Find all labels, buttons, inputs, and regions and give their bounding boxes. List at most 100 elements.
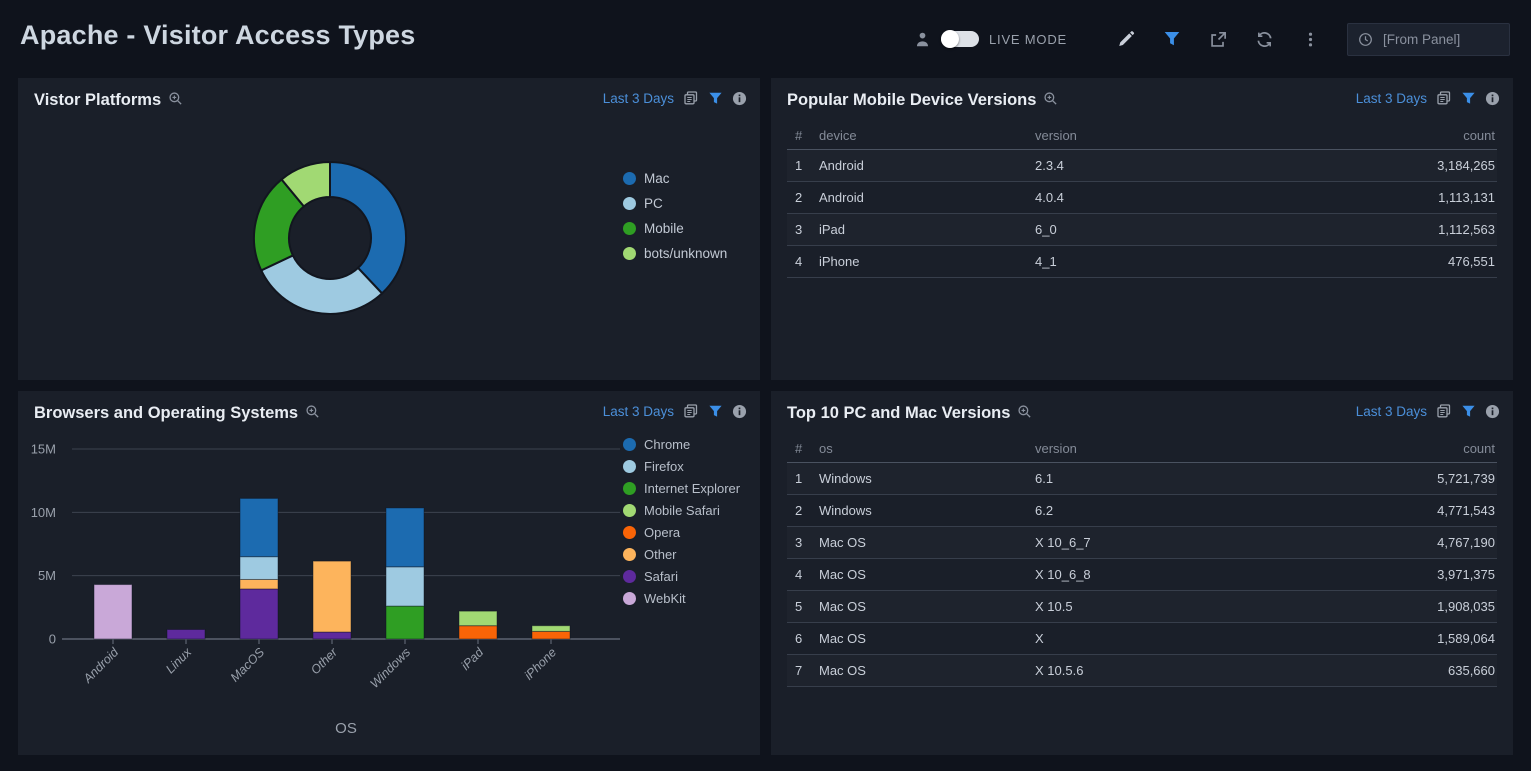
- filter-icon[interactable]: [1159, 26, 1185, 52]
- legend-item: Opera: [623, 521, 740, 543]
- table-cell: 4_1: [1035, 254, 1057, 269]
- bar-segment-iPhone-Mobile Safari: [531, 625, 571, 632]
- share-icon[interactable]: [1205, 26, 1231, 52]
- zoom-in-icon[interactable]: [168, 91, 183, 111]
- table-cell: iPad: [819, 222, 846, 237]
- info-icon[interactable]: [732, 404, 747, 419]
- y-axis-tick-label: 5M: [38, 568, 56, 583]
- table-cell: 6_0: [1035, 222, 1057, 237]
- mobile-device-versions-table: # device version count 1 Android 2.3.4 3,184,26…: [787, 122, 1497, 278]
- clock-icon: [1358, 32, 1373, 47]
- table-cell: 4.0.4: [1035, 190, 1064, 205]
- zoom-in-icon[interactable]: [1043, 91, 1058, 111]
- column-header: #: [795, 441, 803, 456]
- table-row: 5 Mac OS X 10.5 1,908,035: [787, 591, 1497, 623]
- legend-item: bots/unknown: [623, 241, 727, 266]
- table-row: 1 Windows 6.1 5,721,739: [787, 463, 1497, 495]
- duplicate-icon[interactable]: [683, 90, 699, 106]
- panel-time-range[interactable]: Last 3 Days: [1355, 403, 1427, 419]
- legend-swatch: [623, 503, 636, 517]
- info-icon[interactable]: [1485, 404, 1500, 419]
- bar-segment-MacOS-Other: [239, 578, 279, 590]
- dashboard-title: Apache - Visitor Access Types: [20, 20, 416, 50]
- bar-segment-MacOS-Firefox: [239, 556, 279, 580]
- table-cell: X 10_6_8: [1035, 567, 1091, 582]
- legend-item: Firefox: [623, 455, 740, 477]
- refresh-icon[interactable]: [1251, 26, 1277, 52]
- x-axis-title: OS: [335, 720, 357, 737]
- table-cell: 1: [795, 471, 803, 486]
- table-cell: 1,589,064: [1437, 631, 1495, 646]
- edit-pencil-icon[interactable]: [1113, 26, 1139, 52]
- table-cell: X 10.5: [1035, 599, 1073, 614]
- duplicate-icon[interactable]: [1436, 403, 1452, 419]
- panel-browsers-and-os: Browsers and Operating Systems Last 3 Da…: [18, 391, 760, 755]
- legend-swatch: [623, 247, 636, 260]
- zoom-in-icon[interactable]: [305, 404, 320, 424]
- panel-filter-icon[interactable]: [708, 404, 723, 419]
- bar-segment-Linux-Safari: [166, 629, 206, 640]
- table-cell: 2: [795, 503, 803, 518]
- table-cell: 6.2: [1035, 503, 1054, 518]
- panel-title: Popular Mobile Device Versions: [787, 90, 1037, 109]
- x-axis-category-label: Android: [80, 644, 122, 686]
- table-cell: Android: [819, 158, 864, 173]
- duplicate-icon[interactable]: [1436, 90, 1452, 106]
- panel-time-range[interactable]: Last 3 Days: [602, 90, 674, 106]
- panel-filter-icon[interactable]: [1461, 404, 1476, 419]
- bar-segment-iPhone-Opera: [531, 630, 571, 640]
- live-mode-group: LIVE MODE: [909, 26, 1089, 52]
- browsers-os-bar-chart: 0 5M 10M 15M Android Linux MacOS Other Windows iP…: [31, 442, 620, 737]
- visitor-platforms-donut-chart: [253, 160, 407, 315]
- table-cell: 4,767,190: [1437, 535, 1495, 550]
- more-options-kebab-icon[interactable]: [1297, 26, 1323, 52]
- column-header: count: [1463, 441, 1495, 456]
- panel-title: Top 10 PC and Mac Versions: [787, 403, 1011, 422]
- panel-time-range[interactable]: Last 3 Days: [1355, 90, 1427, 106]
- legend-swatch: [623, 459, 636, 473]
- legend-label: Mac: [644, 171, 670, 186]
- bar-segment-Windows-Chrome: [385, 507, 425, 568]
- donut-segment-bots/unknown: [280, 160, 331, 208]
- x-axis-category-label: Other: [308, 645, 341, 678]
- legend-label: Opera: [644, 524, 681, 540]
- bar-segment-MacOS-Safari: [239, 588, 279, 640]
- legend-swatch: [623, 569, 636, 583]
- panel-filter-icon[interactable]: [1461, 91, 1476, 106]
- bar-segment-iPad-Opera: [458, 625, 498, 640]
- zoom-in-icon[interactable]: [1017, 404, 1032, 424]
- panel-popular-mobile-device-versions: Popular Mobile Device Versions Last 3 Da…: [771, 78, 1513, 380]
- table-cell: Windows: [819, 503, 872, 518]
- table-cell: 1,908,035: [1437, 599, 1495, 614]
- table-row: 2 Windows 6.2 4,771,543: [787, 495, 1497, 527]
- legend-item: Other: [623, 543, 740, 565]
- legend-item: PC: [623, 191, 727, 216]
- duplicate-icon[interactable]: [683, 403, 699, 419]
- bar-segment-Android-WebKit: [93, 584, 133, 640]
- info-icon[interactable]: [1485, 91, 1500, 106]
- info-icon[interactable]: [732, 91, 747, 106]
- legend-label: Internet Explorer: [644, 480, 741, 496]
- live-mode-toggle[interactable]: [941, 30, 979, 48]
- bar-segment-MacOS-Chrome: [239, 497, 279, 558]
- panel-top-10-pc-and-mac-versions: Top 10 PC and Mac Versions Last 3 Days #…: [771, 391, 1513, 755]
- top-bar: Apache - Visitor Access Types LIVE MODE: [0, 0, 1531, 78]
- legend-label: bots/unknown: [644, 246, 728, 261]
- panel-title: Browsers and Operating Systems: [34, 403, 299, 422]
- bar-chart-legend: Chrome Firefox Internet Explorer Mobile Saf…: [623, 433, 740, 609]
- table-cell: 3,971,375: [1437, 567, 1495, 582]
- panel-time-range[interactable]: Last 3 Days: [602, 403, 674, 419]
- time-range-input[interactable]: [From Panel]: [1347, 22, 1510, 56]
- pc-mac-versions-table: # os version count 1 Windows 6.1 5,721,739 2 Wind…: [787, 435, 1497, 687]
- time-range-value: [From Panel]: [1383, 31, 1461, 47]
- legend-item: WebKit: [623, 587, 740, 609]
- bar-segment-iPad-Mobile Safari: [458, 610, 498, 627]
- table-cell: 2.3.4: [1035, 158, 1064, 173]
- legend-label: Other: [644, 546, 677, 562]
- table-cell: Mac OS: [819, 663, 866, 678]
- panel-filter-icon[interactable]: [708, 91, 723, 106]
- table-row: 2 Android 4.0.4 1,113,131: [787, 182, 1497, 214]
- x-axis-category-label: Windows: [367, 645, 413, 691]
- column-header: version: [1035, 128, 1077, 143]
- donut-segment-Mac: [329, 160, 407, 295]
